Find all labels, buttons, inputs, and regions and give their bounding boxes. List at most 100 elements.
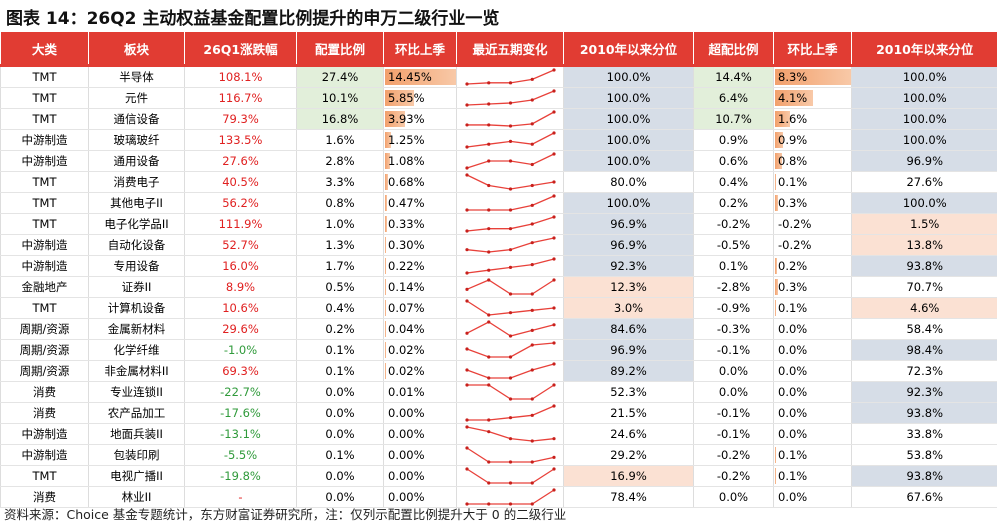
cell-text: 100.0% [902, 112, 947, 126]
cell-text: -13.1% [220, 427, 261, 441]
sparkline [465, 257, 556, 275]
overweight-change: 0.0% [773, 381, 852, 403]
weight-change: 0.00% [383, 486, 457, 508]
weight: 10.1% [296, 87, 384, 109]
weight: 0.0% [296, 423, 384, 445]
overweight: 0.9% [693, 129, 774, 151]
overweight-percentile: 100.0% [851, 129, 997, 151]
overweight-percentile: 100.0% [851, 64, 997, 88]
cell-text: 消费 [33, 385, 56, 399]
cell-text: 0.9% [778, 133, 808, 147]
trend-cell [456, 318, 564, 340]
trend-point [552, 131, 556, 135]
overweight-percentile: 13.8% [851, 234, 997, 256]
trend-point [530, 222, 534, 226]
trend-point [508, 227, 513, 231]
return: 40.5% [184, 171, 297, 193]
cell-text: 96.9% [610, 217, 647, 231]
trend-cell [456, 465, 564, 487]
return: 8.9% [184, 276, 297, 298]
cell-text: 3.3% [325, 175, 355, 189]
overweight-change: 0.1% [773, 465, 852, 487]
sector: 玻璃玻纤 [88, 129, 185, 151]
cell-text: 0.00% [388, 469, 425, 483]
overweight: -0.2% [693, 444, 774, 466]
percentile: 21.5% [563, 402, 694, 424]
cell-text: 84.6% [610, 322, 647, 336]
cell-text: 0.0% [325, 385, 355, 399]
cell-text: 化学纤维 [113, 343, 160, 357]
cell-text: 其他电子II [110, 196, 163, 210]
cell-text: 79.3% [222, 112, 259, 126]
trend-point [465, 123, 469, 127]
cell-text: 0.68% [388, 175, 425, 189]
cell-text: 10.7% [715, 112, 752, 126]
table-row: TMT 其他电子II 56.2% 0.8% 0.47% 100.0% 0.2% 0.3% 100… [0, 192, 997, 214]
trend-point [465, 287, 469, 291]
trend-point [530, 502, 534, 506]
sparkline [465, 68, 556, 86]
table-row: TMT 消费电子 40.5% 3.3% 0.68% 80.0% 0.4% 0.1% 27.6% [0, 171, 997, 193]
percentile: 12.3% [563, 276, 694, 298]
cell-text: 0.02% [388, 364, 425, 378]
return: -17.6% [184, 402, 297, 424]
cell-text: 8.3% [778, 70, 808, 84]
trend-point [508, 124, 513, 128]
return: -1.0% [184, 339, 297, 361]
sparkline [465, 404, 556, 422]
cell-text: 6.4% [718, 91, 749, 105]
cell-text: 21.5% [610, 406, 647, 420]
trend-point [508, 208, 513, 212]
cell-text: 电子化学品II [104, 217, 169, 231]
sector: 通用设备 [88, 150, 185, 172]
sparkline [465, 215, 556, 233]
weight-change: 0.00% [383, 423, 457, 445]
column-header: 最近五期变化 [456, 32, 564, 66]
trend-point [552, 341, 556, 345]
column-header: 配置比例 [296, 32, 384, 66]
category: 消费 [0, 402, 89, 424]
trend-point [552, 306, 556, 310]
overweight: 14.4% [693, 64, 774, 88]
table-row: 中游制造 通用设备 27.6% 2.8% 1.08% 100.0% 0.6% 0.8% 96.9… [0, 150, 997, 172]
cell-text: 100.0% [606, 154, 651, 168]
cell-text: 通信设备 [113, 112, 160, 126]
cell-text: 0.1% [325, 343, 355, 357]
cell-text: 0.4% [718, 175, 749, 189]
cell-text: 中游制造 [21, 448, 68, 462]
overweight-percentile: 72.3% [851, 360, 997, 382]
overweight: -0.5% [693, 234, 774, 256]
weight: 0.1% [296, 339, 384, 361]
table-body: TMT 半导体 108.1% 27.4% 14.45% 100.0% 14.4% 8.3% 10… [0, 64, 997, 508]
data-bar [385, 195, 388, 211]
cell-text: 0.5% [325, 280, 355, 294]
weight-change: 0.47% [383, 192, 457, 214]
overweight-change: -0.2% [773, 234, 852, 256]
cell-text: 0.0% [778, 427, 808, 441]
cell-text: 13.8% [906, 238, 944, 252]
overweight-change: 0.3% [773, 192, 852, 214]
percentile: 29.2% [563, 444, 694, 466]
return: - [184, 486, 297, 508]
cell-text: 0.1% [778, 175, 808, 189]
cell-text: TMT [32, 112, 57, 126]
cell-text: 周期/资源 [19, 364, 70, 378]
percentile: 92.3% [563, 255, 694, 277]
cell-text: 周期/资源 [19, 322, 70, 336]
cell-text: 27.6% [222, 154, 259, 168]
category: TMT [0, 87, 89, 109]
overweight: 0.0% [693, 381, 774, 403]
cell-text: 92.3% [906, 385, 944, 399]
cell-text: 108.1% [218, 70, 263, 84]
trend-point [530, 241, 534, 245]
trend-point [552, 68, 556, 72]
data-bar [385, 153, 391, 169]
cell-text: 100.0% [902, 91, 947, 105]
cell-text: 专业连锁II [110, 385, 163, 399]
cell-text: 0.01% [388, 385, 425, 399]
trend-point [508, 416, 513, 420]
sparkline [465, 194, 556, 212]
trend-point [487, 250, 491, 254]
return: 10.6% [184, 297, 297, 319]
